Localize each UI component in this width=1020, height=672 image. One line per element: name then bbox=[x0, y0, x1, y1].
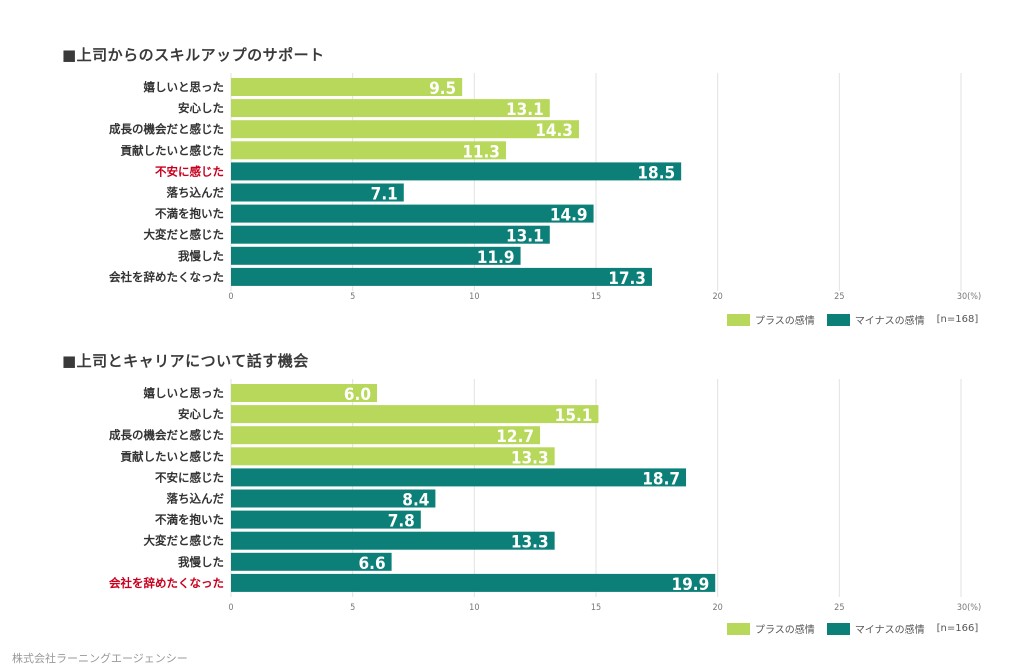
bar-value-label: 8.4 bbox=[402, 491, 429, 511]
legend-career-talk: プラスの感情 マイナスの感情 [n=166] bbox=[727, 621, 978, 636]
bar-value-label: 14.9 bbox=[550, 206, 588, 226]
category-label: 成長の機会だと感じた bbox=[109, 122, 224, 136]
x-tick-label: 25 bbox=[834, 292, 844, 302]
x-tick-label: 25 bbox=[834, 603, 844, 613]
category-label: 不満を抱いた bbox=[155, 207, 224, 221]
bar bbox=[231, 183, 404, 202]
bar bbox=[231, 141, 506, 160]
bar bbox=[231, 552, 392, 571]
legend-label-minus: マイナスの感情 bbox=[854, 625, 925, 636]
bar-value-label: 6.6 bbox=[359, 554, 386, 574]
bar-value-label: 13.3 bbox=[511, 533, 549, 553]
bar-value-label: 11.9 bbox=[477, 248, 515, 268]
category-label: 落ち込んだ bbox=[167, 492, 225, 506]
x-tick-label: 30(%) bbox=[957, 292, 981, 302]
x-tick-label: 15 bbox=[591, 603, 601, 613]
category-label: 成長の機会だと感じた bbox=[109, 428, 224, 442]
category-label: 貢献したいと感じた bbox=[121, 449, 225, 463]
bar bbox=[231, 468, 687, 487]
category-label: 不満を抱いた bbox=[155, 513, 224, 527]
bar-value-label: 13.1 bbox=[506, 227, 544, 247]
legend-sample-size: [n=166] bbox=[936, 623, 979, 634]
x-tick-label: 10 bbox=[469, 292, 479, 302]
x-tick-label: 20 bbox=[713, 292, 723, 302]
bar-value-label: 19.9 bbox=[671, 575, 709, 595]
company-credit: 株式会社ラーニングエージェンシー bbox=[12, 652, 188, 665]
bar-value-label: 9.5 bbox=[429, 79, 456, 99]
x-tick-label: 10 bbox=[469, 603, 479, 613]
bar bbox=[231, 246, 521, 265]
legend-swatch-plus bbox=[727, 622, 750, 635]
bar bbox=[231, 225, 550, 244]
bar bbox=[231, 510, 421, 529]
category-label: 大変だと感じた bbox=[144, 534, 225, 548]
bar bbox=[231, 426, 541, 445]
bar bbox=[231, 489, 436, 508]
bar bbox=[231, 99, 550, 118]
legend-sample-size: [n=168] bbox=[936, 314, 979, 325]
x-tick-label: 0 bbox=[228, 292, 233, 302]
chart-title-career-talk: ■上司とキャリアについて話す機会 bbox=[62, 352, 309, 370]
bar bbox=[231, 120, 579, 139]
bar-value-label: 12.7 bbox=[496, 427, 534, 447]
bar-value-label: 18.7 bbox=[642, 469, 680, 489]
category-label: 我慢した bbox=[178, 555, 224, 569]
legend-swatch-minus bbox=[826, 313, 850, 326]
bar-value-label: 13.3 bbox=[511, 448, 549, 468]
legend-label-plus: プラスの感情 bbox=[755, 316, 815, 327]
category-label: 安心した bbox=[178, 101, 224, 115]
bar bbox=[231, 573, 716, 592]
x-tick-label: 15 bbox=[591, 292, 601, 302]
bar-value-label: 15.1 bbox=[555, 406, 593, 426]
x-tick-label: 0 bbox=[228, 603, 233, 613]
bar-value-label: 13.1 bbox=[506, 100, 544, 120]
bar bbox=[231, 162, 682, 181]
bar-value-label: 14.3 bbox=[535, 121, 573, 141]
category-label: 落ち込んだ bbox=[167, 186, 225, 200]
category-label: 嬉しいと思った bbox=[143, 80, 225, 94]
bar-value-label: 7.8 bbox=[388, 512, 415, 532]
bar bbox=[231, 384, 377, 402]
legend-label-minus: マイナスの感情 bbox=[854, 316, 925, 327]
category-label: 不安に感じた bbox=[155, 470, 224, 484]
legend-swatch-minus bbox=[826, 622, 850, 635]
bar bbox=[231, 204, 594, 223]
bar bbox=[231, 267, 652, 286]
bar-value-label: 7.1 bbox=[371, 185, 398, 205]
bar bbox=[231, 531, 555, 550]
bar-value-label: 6.0 bbox=[344, 385, 371, 405]
legend-swatch-plus bbox=[727, 313, 750, 326]
bar-value-label: 11.3 bbox=[462, 142, 500, 162]
legend-label-plus: プラスの感情 bbox=[755, 625, 815, 636]
bar-value-label: 18.5 bbox=[637, 163, 675, 183]
x-tick-label: 30(%) bbox=[957, 603, 981, 613]
x-tick-label: 5 bbox=[350, 603, 355, 613]
category-label: 我慢した bbox=[178, 249, 224, 263]
bar bbox=[231, 78, 463, 96]
legend-skillup: プラスの感情 マイナスの感情 [n=168] bbox=[727, 312, 978, 327]
category-label: 安心した bbox=[178, 407, 224, 421]
category-label: 嬉しいと思った bbox=[143, 386, 225, 400]
category-label: 貢献したいと感じた bbox=[121, 143, 225, 157]
bar-value-label: 17.3 bbox=[608, 269, 646, 289]
chart-title-skillup: ■上司からのスキルアップのサポート bbox=[62, 46, 325, 64]
bar bbox=[231, 447, 555, 466]
category-label: 会社を辞めたくなった bbox=[108, 576, 224, 590]
x-tick-label: 5 bbox=[350, 292, 355, 302]
category-label: 会社を辞めたくなった bbox=[108, 270, 224, 284]
bar bbox=[231, 405, 599, 424]
category-label: 大変だと感じた bbox=[144, 228, 225, 242]
x-tick-label: 20 bbox=[713, 603, 723, 613]
category-label: 不安に感じた bbox=[155, 164, 224, 178]
